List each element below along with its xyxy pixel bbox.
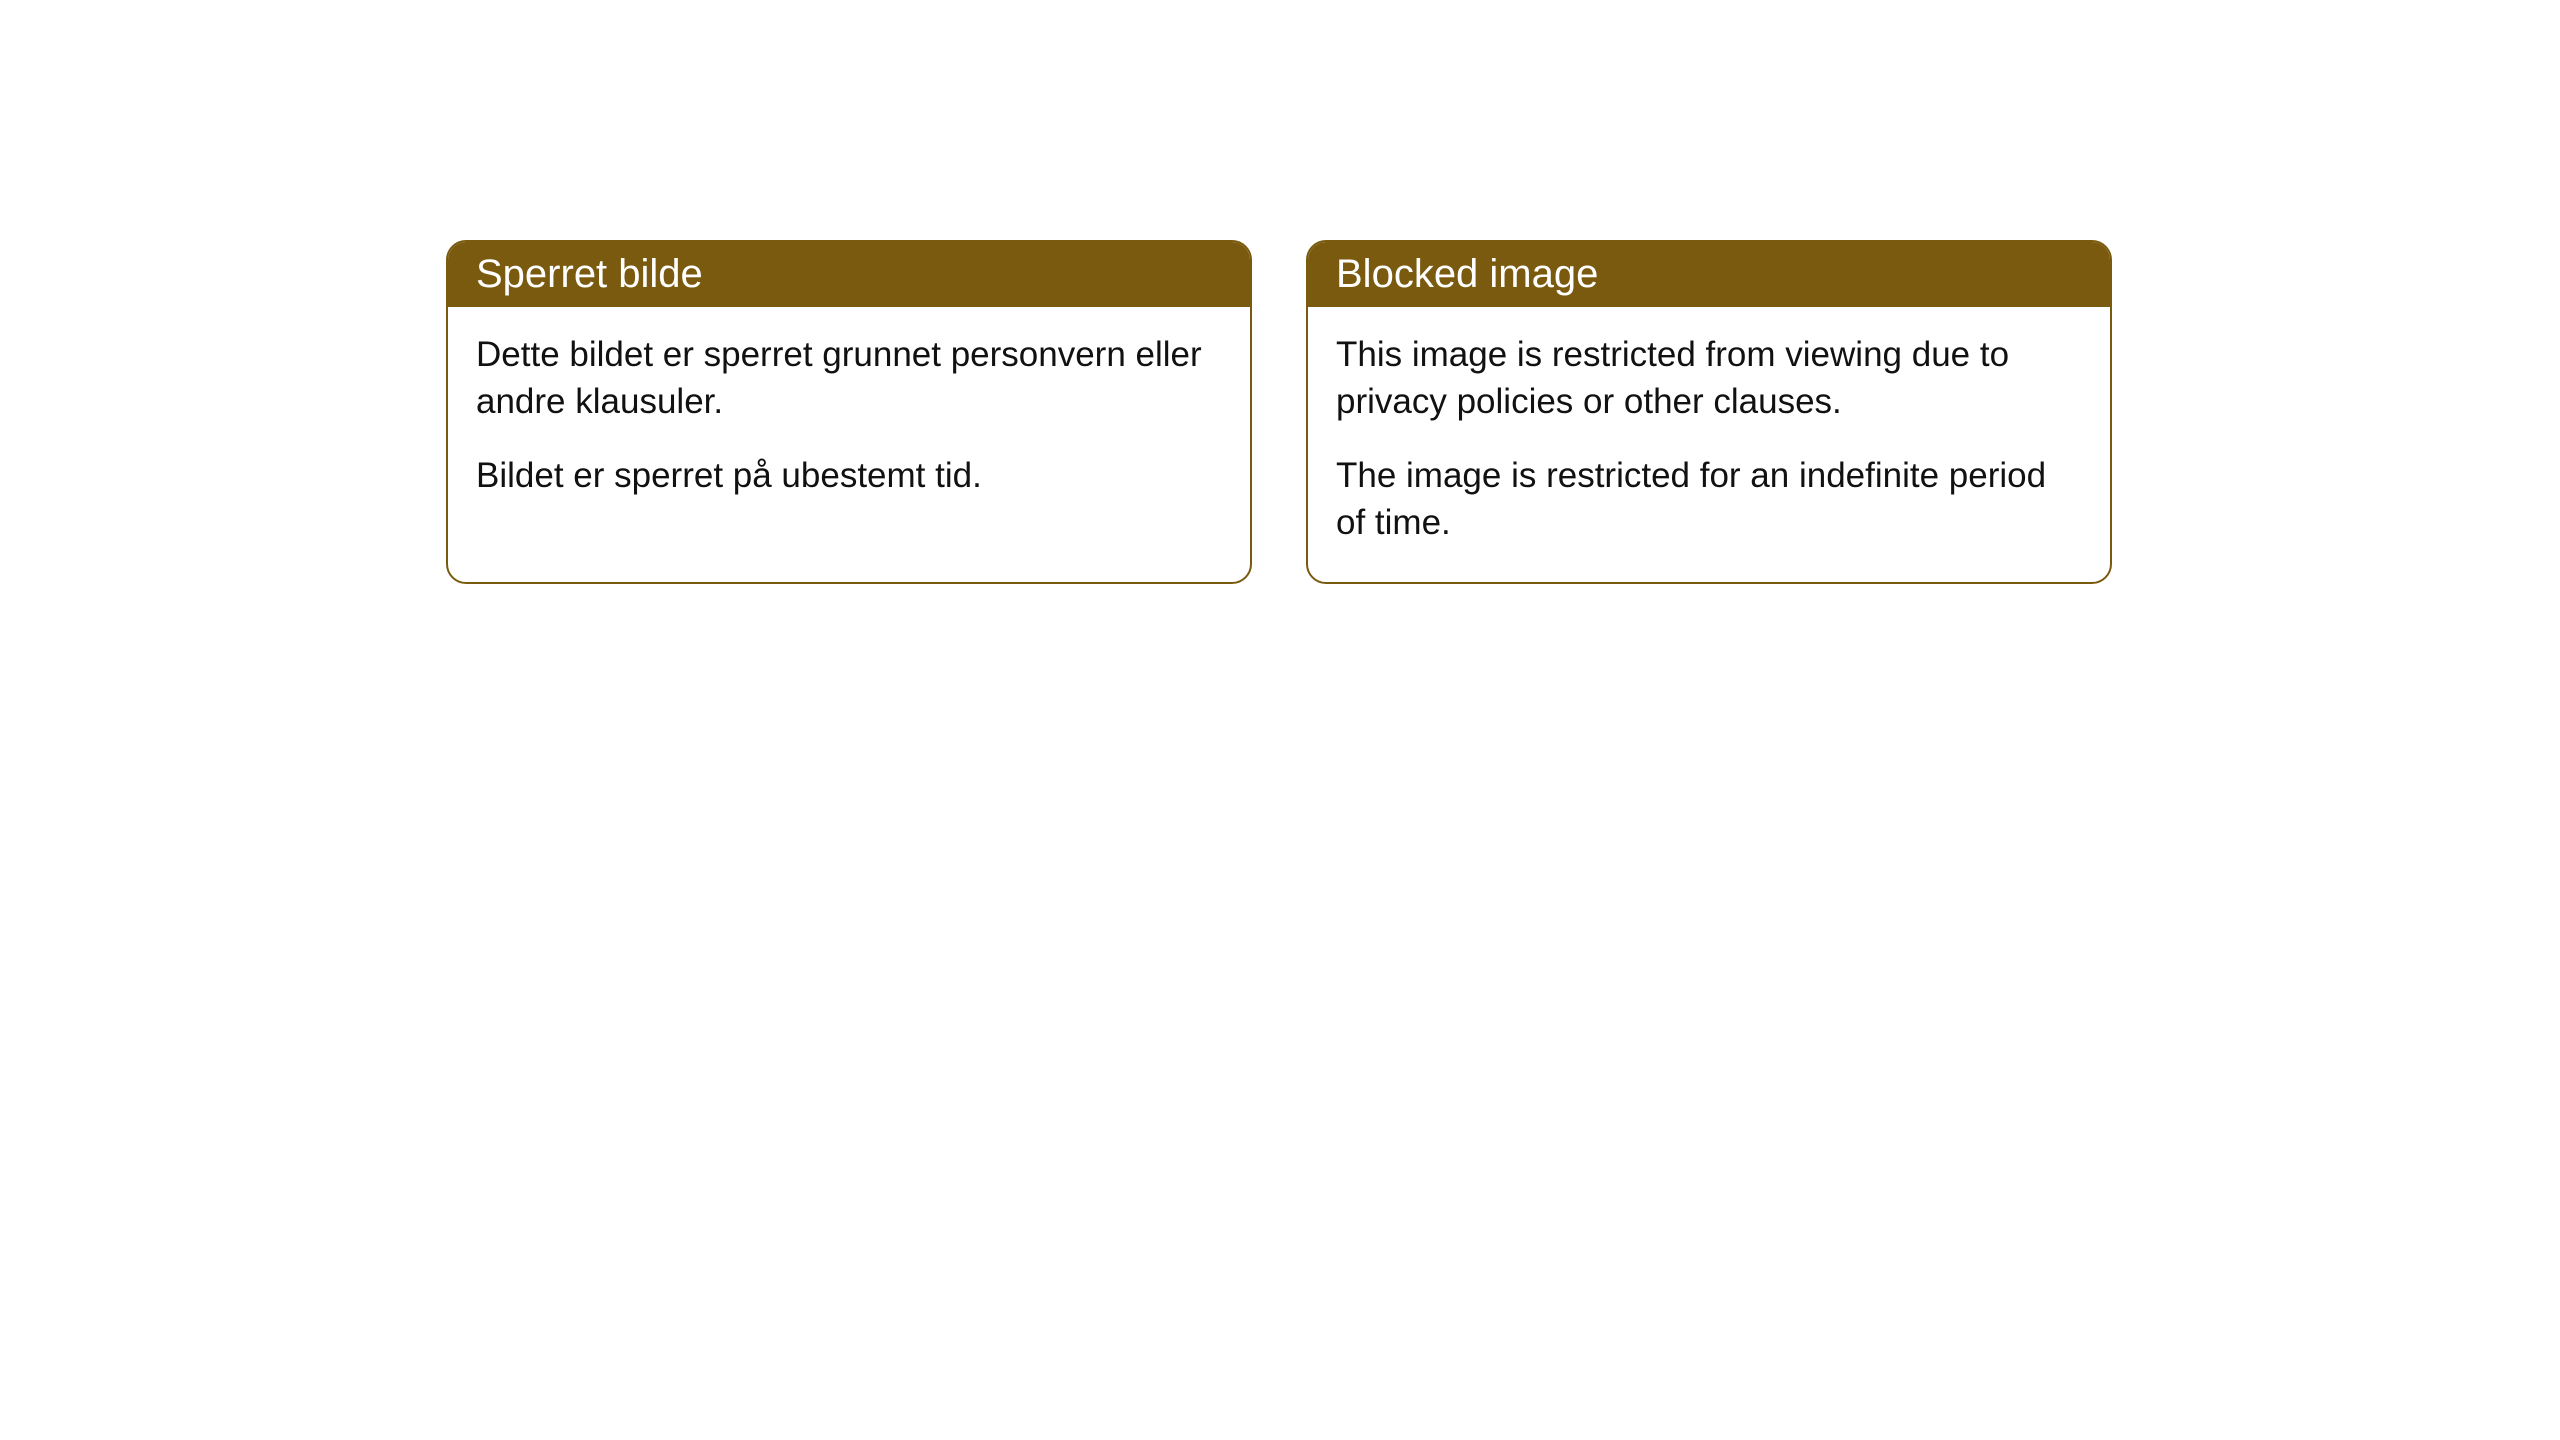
notice-card-norwegian: Sperret bilde Dette bildet er sperret gr…: [446, 240, 1252, 584]
card-body: This image is restricted from viewing du…: [1308, 307, 2110, 582]
card-body-paragraph: This image is restricted from viewing du…: [1336, 331, 2082, 426]
card-body-paragraph: Bildet er sperret på ubestemt tid.: [476, 452, 1222, 499]
card-header: Blocked image: [1308, 242, 2110, 307]
card-title: Blocked image: [1336, 252, 1598, 296]
card-title: Sperret bilde: [476, 252, 703, 296]
card-body-paragraph: The image is restricted for an indefinit…: [1336, 452, 2082, 547]
card-header: Sperret bilde: [448, 242, 1250, 307]
card-body: Dette bildet er sperret grunnet personve…: [448, 307, 1250, 535]
card-body-paragraph: Dette bildet er sperret grunnet personve…: [476, 331, 1222, 426]
notice-card-english: Blocked image This image is restricted f…: [1306, 240, 2112, 584]
notice-cards-container: Sperret bilde Dette bildet er sperret gr…: [446, 240, 2112, 584]
